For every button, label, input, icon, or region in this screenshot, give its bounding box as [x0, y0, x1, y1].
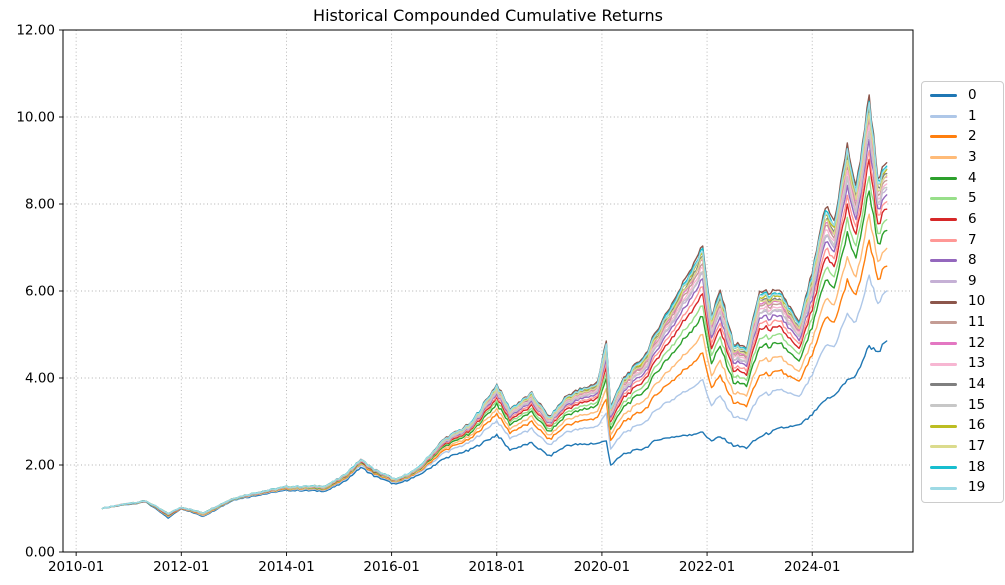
legend-label: 7	[968, 231, 977, 248]
series-line-15	[101, 130, 888, 515]
series-line-5	[101, 175, 888, 516]
legend-entry: 7	[930, 230, 997, 250]
x-tick-label: 2016-01	[363, 559, 419, 575]
x-tick-label: 2010-01	[48, 559, 104, 575]
legend-line-swatch	[930, 259, 957, 263]
tick-marks	[59, 29, 813, 556]
series-line-4	[101, 190, 888, 517]
legend-label: 10	[968, 293, 986, 310]
legend-line-swatch	[930, 321, 957, 325]
tick-labels: 0.00 2.00 4.00 6.00 8.00 10.00 12.00 2010-01 201…	[16, 23, 840, 576]
x-tick-label: 2022-01	[679, 559, 735, 575]
legend-line-swatch	[930, 445, 957, 449]
legend-entry: 5	[930, 189, 997, 209]
series-line-11	[101, 120, 888, 515]
legend-line-swatch	[930, 465, 957, 469]
legend-label: 2	[968, 128, 977, 145]
legend: 0 1 2 3 4 5 6 7 8 9 10 11 12 13 14 15 16 17 18 19	[921, 81, 1004, 503]
series-line-6	[101, 158, 888, 516]
legend-entry: 2	[930, 127, 997, 147]
legend-entry: 9	[930, 272, 997, 292]
x-tick-label: 2012-01	[153, 559, 209, 575]
legend-label: 4	[968, 169, 977, 186]
legend-line-swatch	[930, 238, 957, 242]
series-line-3	[101, 213, 888, 517]
legend-label: 13	[968, 355, 986, 372]
legend-line-swatch	[930, 94, 957, 98]
y-tick-label: 10.00	[16, 110, 55, 126]
legend-entry: 10	[930, 292, 997, 312]
x-tick-label: 2014-01	[258, 559, 314, 575]
legend-line-swatch	[930, 176, 957, 180]
series-line-0	[101, 340, 888, 519]
legend-line-swatch	[930, 156, 957, 160]
legend-label: 5	[968, 190, 977, 207]
legend-line-swatch	[930, 114, 957, 118]
legend-label: 0	[968, 86, 977, 103]
legend-label: 19	[968, 479, 986, 496]
legend-line-swatch	[930, 135, 957, 139]
legend-entry: 11	[930, 313, 997, 333]
legend-entry: 15	[930, 396, 997, 416]
legend-line-swatch	[930, 424, 957, 428]
y-tick-label: 6.00	[25, 284, 55, 300]
legend-line-swatch	[930, 342, 957, 346]
y-tick-label: 8.00	[25, 197, 55, 213]
series-line-16	[101, 103, 888, 515]
legend-label: 17	[968, 438, 986, 455]
legend-label: 12	[968, 334, 986, 351]
legend-entry: 13	[930, 354, 997, 374]
legend-label: 6	[968, 210, 977, 227]
legend-label: 3	[968, 148, 977, 165]
legend-label: 16	[968, 417, 986, 434]
y-tick-label: 12.00	[16, 23, 55, 39]
legend-entry: 8	[930, 251, 997, 271]
legend-entry: 18	[930, 457, 997, 477]
legend-entry: 3	[930, 148, 997, 168]
chart-title: Historical Compounded Cumulative Returns	[313, 6, 663, 25]
legend-entry: 16	[930, 416, 997, 436]
legend-label: 18	[968, 458, 986, 475]
series-line-9	[101, 132, 888, 515]
legend-label: 1	[968, 107, 977, 124]
legend-entry: 1	[930, 106, 997, 126]
legend-line-swatch	[930, 300, 957, 304]
legend-entry: 0	[930, 86, 997, 106]
legend-line-swatch	[930, 383, 957, 387]
legend-entry: 17	[930, 437, 997, 457]
y-tick-label: 4.00	[25, 371, 55, 387]
y-tick-label: 0.00	[25, 545, 55, 561]
legend-label: 11	[968, 314, 986, 331]
legend-line-swatch	[930, 362, 957, 366]
legend-entry: 12	[930, 334, 997, 354]
legend-entry: 14	[930, 375, 997, 395]
x-tick-label: 2018-01	[469, 559, 525, 575]
legend-entry: 4	[930, 168, 997, 188]
series-line-8	[101, 138, 888, 516]
legend-label: 9	[968, 272, 977, 289]
legend-entry: 6	[930, 210, 997, 230]
legend-line-swatch	[930, 218, 957, 222]
x-tick-label: 2024-01	[784, 559, 840, 575]
legend-line-swatch	[930, 197, 957, 201]
x-tick-label: 2020-01	[574, 559, 630, 575]
series-line-19	[101, 101, 888, 515]
legend-line-swatch	[930, 486, 957, 490]
y-tick-label: 2.00	[25, 458, 55, 474]
legend-label: 15	[968, 396, 986, 413]
series-lines	[101, 94, 888, 519]
legend-label: 8	[968, 252, 977, 269]
legend-label: 14	[968, 376, 986, 393]
series-line-7	[101, 149, 888, 516]
legend-line-swatch	[930, 404, 957, 407]
legend-line-swatch	[930, 280, 957, 284]
legend-entry: 19	[930, 478, 997, 498]
grid-lines	[63, 29, 913, 553]
